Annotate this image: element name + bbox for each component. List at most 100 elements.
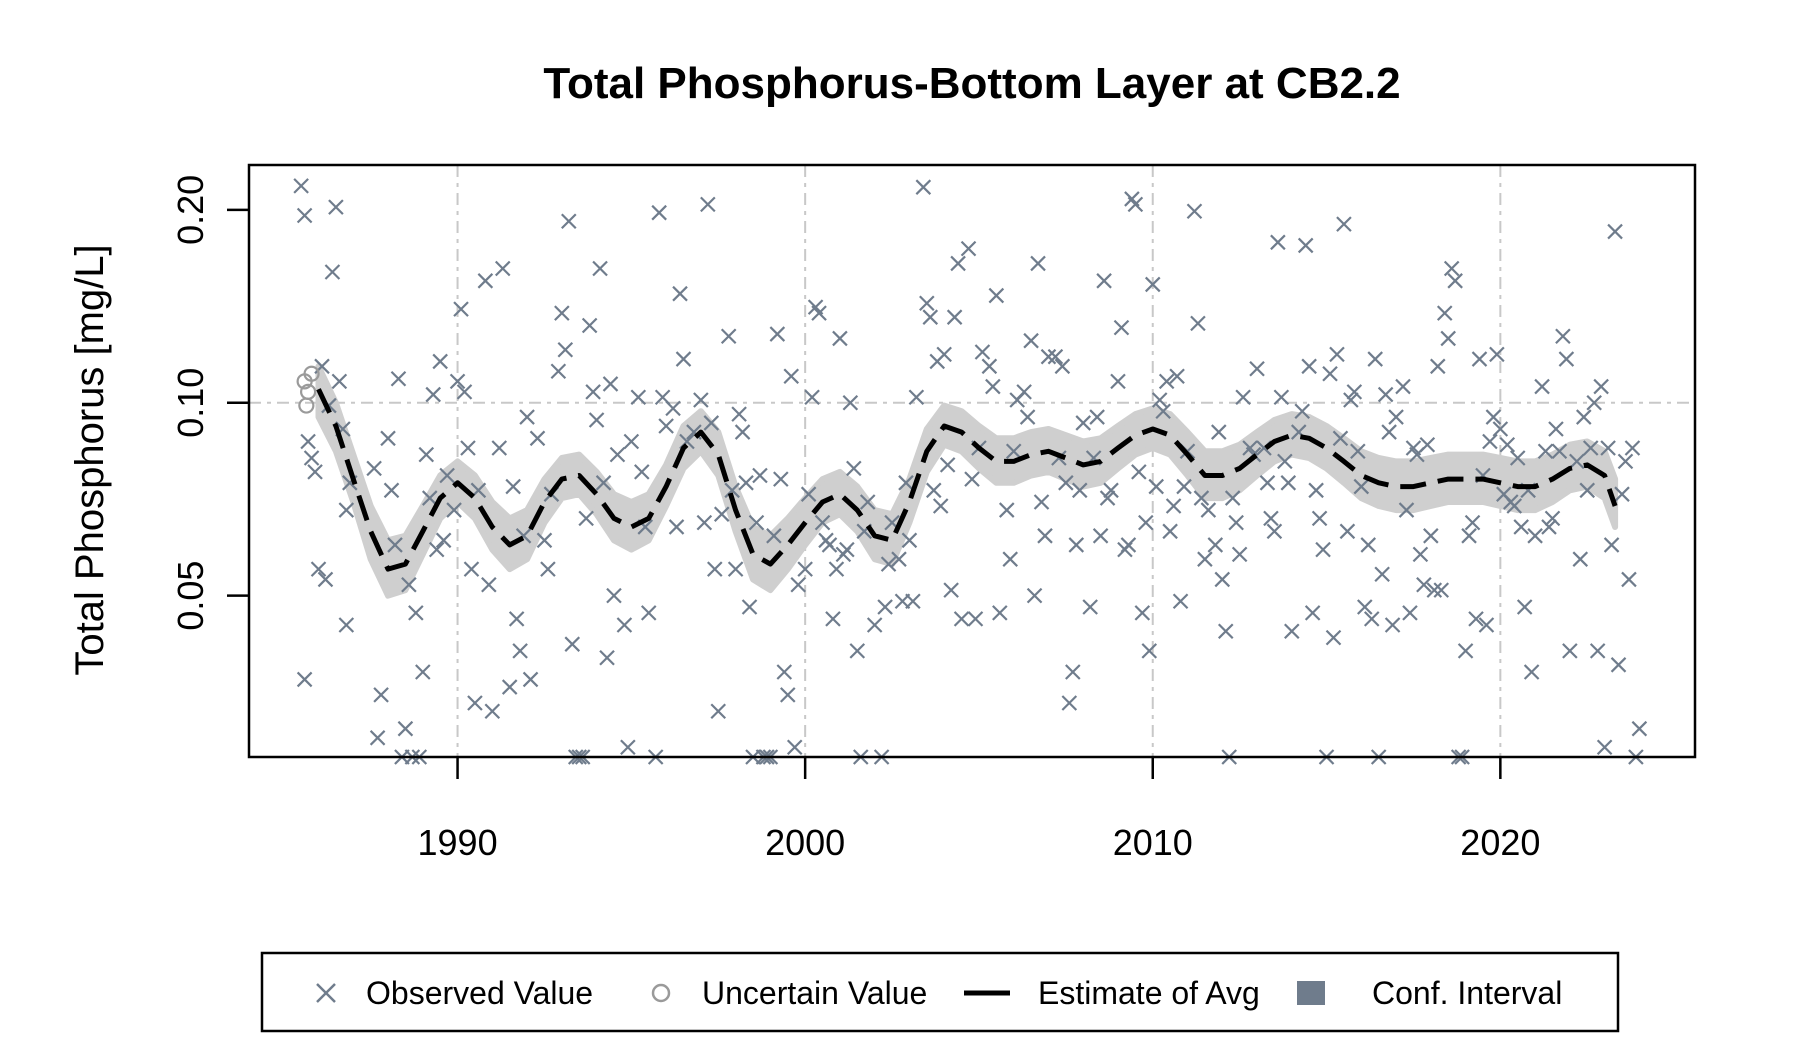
- observed-point: [696, 514, 713, 531]
- observed-point: [720, 328, 737, 345]
- observed-point-stroke: [964, 471, 980, 487]
- observed-point: [481, 576, 497, 593]
- observed-point: [1075, 415, 1092, 431]
- observed-point: [1395, 378, 1411, 395]
- observed-point: [1412, 546, 1429, 563]
- observed-point: [1509, 450, 1526, 466]
- observed-point: [522, 671, 539, 688]
- observed-point-stroke: [338, 502, 355, 518]
- observed-point-stroke: [1061, 695, 1078, 711]
- observed-point-stroke: [696, 514, 713, 531]
- observed-point: [1304, 605, 1321, 621]
- observed-point-stroke: [1589, 643, 1606, 659]
- observed-point: [1134, 605, 1151, 621]
- observed-point-stroke: [529, 430, 546, 447]
- x-tick-label: 2020: [1460, 822, 1540, 863]
- observed-point-stroke: [1235, 389, 1251, 406]
- observed-point-stroke: [880, 556, 897, 572]
- observed-point-stroke: [828, 561, 845, 577]
- estimate-line: [316, 388, 1618, 572]
- observed-point: [1593, 378, 1609, 395]
- observed-point: [1423, 528, 1439, 544]
- observed-point-stroke: [1395, 378, 1411, 395]
- observed-point-stroke: [839, 541, 855, 558]
- observed-point-stroke: [1607, 223, 1623, 240]
- observed-point: [564, 636, 581, 652]
- observed-point-stroke: [1600, 440, 1616, 456]
- observed-point: [1499, 436, 1516, 453]
- observed-point: [397, 720, 414, 737]
- observed-point: [1005, 443, 1022, 460]
- observed-point: [1336, 216, 1352, 232]
- observed-point: [901, 532, 918, 549]
- observed-point-stroke: [1308, 482, 1324, 499]
- observed-point-stroke: [1350, 443, 1366, 460]
- observed-point-stroke: [296, 207, 313, 224]
- observed-point: [338, 502, 355, 518]
- observed-point-stroke: [790, 576, 806, 593]
- observed-point: [1193, 490, 1210, 506]
- observed-point: [373, 687, 389, 703]
- legend-uncertain-symbol: [651, 983, 671, 1003]
- observed-point: [925, 482, 942, 499]
- observed-point-stroke: [943, 582, 959, 598]
- observed-point: [943, 582, 959, 598]
- observed-point-stroke: [1336, 216, 1352, 232]
- observed-point: [1555, 328, 1571, 345]
- observed-point: [1350, 443, 1366, 460]
- observed-point-stroke: [786, 739, 803, 756]
- observed-point-stroke: [1419, 436, 1436, 453]
- observed-point-stroke: [992, 605, 1008, 621]
- observed-point-stroke: [463, 561, 480, 577]
- observed-point: [1231, 546, 1248, 563]
- observed-point: [1207, 537, 1224, 553]
- observed-point-stroke: [1398, 502, 1415, 518]
- observed-point-stroke: [592, 260, 608, 277]
- observed-point-stroke: [700, 196, 716, 213]
- observed-point-stroke: [1610, 657, 1627, 673]
- observed-point-stroke: [293, 178, 309, 194]
- observed-point: [842, 394, 859, 411]
- observed-point: [1381, 424, 1397, 440]
- observed-point: [672, 285, 688, 302]
- observed-point-stroke: [1144, 276, 1161, 293]
- observed-point: [435, 532, 452, 549]
- observed-point: [578, 510, 594, 527]
- observed-point: [1071, 482, 1088, 499]
- observed-point-stroke: [1402, 605, 1418, 621]
- observed-point-stroke: [849, 643, 866, 659]
- observed-point-stroke: [324, 264, 341, 280]
- observed-point: [616, 617, 633, 633]
- observed-point-stroke: [1332, 430, 1349, 447]
- observed-point: [1026, 587, 1043, 604]
- observed-point-stroke: [1339, 523, 1356, 540]
- observed-point: [859, 494, 876, 510]
- uncertain-point: [303, 365, 320, 382]
- observed-point-stroke: [1461, 528, 1477, 544]
- observed-point-stroke: [1110, 373, 1126, 390]
- observed-point-stroke: [1242, 440, 1258, 456]
- observed-point-stroke: [595, 475, 612, 491]
- observed-point-stroke: [540, 561, 556, 577]
- observed-point-stroke: [1134, 605, 1151, 621]
- observed-point: [866, 617, 883, 633]
- observed-point-stroke: [602, 376, 619, 392]
- observed-point-stroke: [779, 687, 796, 703]
- observed-point: [1054, 358, 1071, 375]
- observed-point: [1058, 475, 1074, 491]
- observed-point: [828, 561, 845, 577]
- observed-point: [877, 599, 893, 615]
- observed-point: [1582, 440, 1599, 456]
- observed-point: [460, 440, 476, 456]
- observed-point-stroke: [1224, 490, 1241, 506]
- observed-point-stroke: [581, 317, 598, 334]
- observed-point: [1367, 351, 1383, 367]
- observed-point-stroke: [1377, 386, 1394, 403]
- observed-point-stroke: [307, 464, 323, 480]
- observed-point-stroke: [1311, 510, 1328, 527]
- observed-point-stroke: [1464, 514, 1481, 531]
- observed-point-stroke: [1217, 623, 1234, 640]
- observed-point: [557, 341, 574, 358]
- observed-point: [300, 433, 316, 450]
- observed-point-stroke: [985, 378, 1001, 395]
